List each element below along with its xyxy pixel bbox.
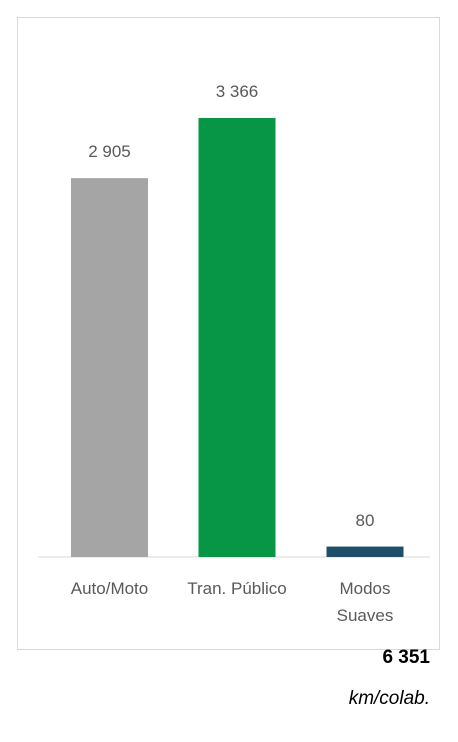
bar: [198, 118, 276, 557]
x-tick-label: Auto/Moto: [70, 579, 149, 598]
bar: [71, 178, 148, 557]
value-label: 80: [355, 510, 375, 530]
unit: km/colab.: [348, 688, 430, 709]
x-tick-label: Tran. Público: [187, 579, 287, 598]
chart-frame: [17, 17, 440, 650]
bar: [326, 546, 404, 557]
value-label: 2 905: [88, 142, 131, 162]
total: 6 351: [382, 647, 430, 668]
x-tick-label: Modos Suaves: [336, 579, 394, 625]
value-label: 3 366: [215, 82, 259, 101]
